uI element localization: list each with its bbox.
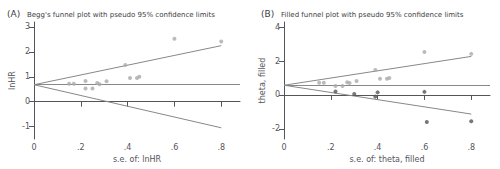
svg-text:0: 0 (281, 143, 286, 152)
svg-text:theta, filled: theta, filled (258, 58, 267, 104)
svg-text:s.e. of: theta, filled: s.e. of: theta, filled (349, 155, 424, 164)
svg-text:4: 4 (275, 23, 280, 32)
svg-text:Begg's funnel plot with pseudo: Begg's funnel plot with pseudo 95% confi… (27, 11, 215, 19)
svg-text:.6: .6 (171, 143, 179, 152)
svg-text:Filled funnel plot with pseudo: Filled funnel plot with pseudo 95% confi… (281, 11, 464, 19)
svg-text:.2: .2 (77, 143, 85, 152)
svg-text:2: 2 (25, 47, 30, 56)
svg-text:.8: .8 (217, 143, 225, 152)
svg-text:-2: -2 (272, 124, 280, 133)
svg-text:2: 2 (275, 57, 280, 66)
svg-text:.2: .2 (327, 143, 335, 152)
svg-text:-1: -1 (22, 122, 30, 131)
svg-text:0: 0 (25, 97, 30, 106)
svg-text:(B): (B) (261, 9, 274, 19)
svg-text:lnHR: lnHR (8, 71, 17, 90)
svg-text:0: 0 (275, 90, 280, 99)
svg-text:0: 0 (31, 143, 36, 152)
svg-text:.4: .4 (374, 143, 382, 152)
svg-text:3: 3 (25, 22, 30, 31)
svg-text:.8: .8 (467, 143, 475, 152)
svg-text:s.e. of: lnHR: s.e. of: lnHR (113, 155, 162, 164)
svg-text:.6: .6 (421, 143, 429, 152)
svg-text:(A): (A) (7, 9, 20, 19)
svg-text:1: 1 (25, 72, 30, 81)
svg-text:.4: .4 (124, 143, 132, 152)
